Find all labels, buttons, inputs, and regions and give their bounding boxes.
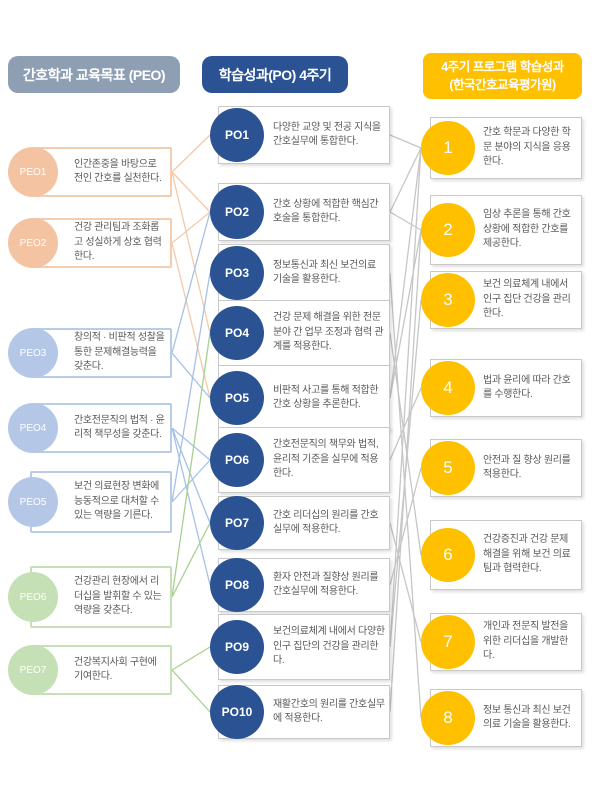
po2-node: 간호 상황에 적합한 핵심간호술을 통합한다. PO2 [210,183,390,241]
peo1-node: 인간존중을 바탕으로 전인 간호를 실천한다. PEO1 [8,147,172,197]
po1-circle: PO1 [210,108,264,162]
header-outcomes-line2: (한국간호교육평가원) [449,78,556,92]
po3-node: 정보통신과 최신 보건의료 기술을 활용한다. PO3 [210,244,390,302]
po2-text: 간호 상황에 적합한 핵심간호술을 통합한다. [273,198,379,225]
peo2-text: 건강 관리팀과 조화롭고 성실하게 상호 협력한다. [74,222,162,263]
outcome4-node: 법과 윤리에 따라 간호를 수행한다. 4 [421,359,582,417]
header-outcomes-line1: 4주기 프로그램 학습성과 [441,59,564,74]
po2-circle: PO2 [210,185,264,239]
po5-text: 비판적 사고를 통해 적합한 간호 상황을 추론한다. [273,384,379,411]
outcome3-circle: 3 [421,273,475,327]
outcome5-node: 안전과 질 향상 원리를 적용한다. 5 [421,439,582,497]
peo4-circle: PEO4 [8,403,58,453]
po9-circle: PO9 [210,620,264,674]
po10-node: 재활간호의 원리를 간호실무에 적용한다. PO10 [210,685,390,739]
outcome6-node: 건강증진과 건강 문제 해결을 위해 보건 의료팀과 협력한다. 6 [421,520,582,590]
peo5-box: 보건 의료현장 변화에 능동적으로 대처할 수 있는 역량을 기른다. [30,471,172,533]
outcome7-node: 개인과 전문직 발전을 위한 리더십을 개발한다. 7 [421,613,582,671]
po6-node: 간호전문직의 책무와 법적, 윤리적 기준을 실무에 적용한다. PO6 [210,427,390,493]
peo2-circle: PEO2 [8,218,58,268]
peo5-text: 보건 의료현장 변화에 능동적으로 대처할 수 있는 역량을 기른다. [74,481,160,522]
outcome7-circle: 7 [421,615,475,669]
outcome4-circle: 4 [421,361,475,415]
po5-node: 비판적 사고를 통해 적합한 간호 상황을 추론한다. PO5 [210,365,390,431]
po9-node: 보건의료체계 내에서 다양한 인구 집단의 건강을 관리한다. PO9 [210,614,390,680]
po6-circle: PO6 [210,433,264,487]
outcome2-node: 임상 추론을 통해 간호 상황에 적합한 간호를 제공한다. 2 [421,195,582,265]
po9-text: 보건의료체계 내에서 다양한 인구 집단의 건강을 관리한다. [273,626,385,667]
peo3-node: 창의적 · 비판적 성찰을 통한 문제해결능력을 갖춘다. PEO3 [8,328,172,378]
outcome5-text: 안전과 질 향상 원리를 적용한다. [483,454,571,481]
outcome2-text: 임상 추론을 통해 간호 상황에 적합한 간호를 제공한다. [483,209,571,250]
peo4-node: 간호전문직의 법적 · 윤리적 책무성을 갖춘다. PEO4 [8,403,172,453]
outcome4-text: 법과 윤리에 따라 간호를 수행한다. [483,374,571,401]
peo5-node: 보건 의료현장 변화에 능동적으로 대처할 수 있는 역량을 기른다. PEO5 [8,471,172,533]
peo2-node: 건강 관리팀과 조화롭고 성실하게 상호 협력한다. PEO2 [8,218,172,268]
po10-text: 재활간호의 원리를 간호실무에 적용한다. [273,698,385,725]
peo1-circle: PEO1 [8,147,58,197]
po10-circle: PO10 [210,685,264,739]
outcome6-text: 건강증진과 건강 문제 해결을 위해 보건 의료팀과 협력한다. [483,534,571,575]
header-po: 학습성과(PO) 4주기 [202,56,348,93]
po5-circle: PO5 [210,371,264,425]
outcome3-text: 보건 의료체계 내에서 인구 집단 건강을 관리한다. [483,279,571,320]
po4-circle: PO4 [210,306,264,360]
po1-node: 다양한 교양 및 전공 지식을 간호실무에 통합한다. PO1 [210,106,390,164]
outcome8-text: 정보 통신과 최신 보건의료 기술을 활용한다. [483,704,571,731]
outcome7-text: 개인과 전문직 발전을 위한 리더십을 개발한다. [483,621,569,662]
peo4-text: 간호전문직의 법적 · 윤리적 책무성을 갖춘다. [74,414,165,441]
po8-node: 환자 안전과 질향상 원리를 간호실무에 적용한다. PO8 [210,558,390,612]
peo7-text: 건강복지사회 구현에 기여한다. [74,656,157,683]
peo6-circle: PEO6 [8,572,58,622]
outcome2-circle: 2 [421,203,475,257]
po3-text: 정보통신과 최신 보건의료 기술을 활용한다. [273,259,376,286]
peo6-node: 건강관리 현장에서 리더십을 발휘할 수 있는 역량을 갖춘다. PEO6 [8,566,172,628]
outcome1-node: 간호 학문과 다양한 학문 분야의 지식을 응용한다. 1 [421,117,582,179]
outcome3-node: 보건 의료체계 내에서 인구 집단 건강을 관리한다. 3 [421,271,582,329]
outcome8-circle: 8 [421,691,475,745]
peo7-circle: PEO7 [8,645,58,695]
po1-text: 다양한 교양 및 전공 지식을 간호실무에 통합한다. [273,121,381,148]
peo3-text: 창의적 · 비판적 성찰을 통한 문제해결능력을 갖춘다. [74,332,165,373]
header-peo: 간호학과 교육목표 (PEO) [8,56,180,93]
peo1-text: 인간존중을 바탕으로 전인 간호를 실천한다. [74,158,162,185]
po7-text: 간호 리더십의 원리를 간호실무에 적용한다. [273,509,379,536]
peo3-circle: PEO3 [8,328,58,378]
po6-text: 간호전문직의 책무와 법적, 윤리적 기준을 실무에 적용한다. [273,439,379,480]
po8-circle: PO8 [210,558,264,612]
po4-node: 건강 문제 해결을 위한 전문분야 간 업무 조정과 협력 관계를 적용한다. … [210,300,390,366]
outcome6-circle: 6 [421,528,475,582]
peo7-node: 건강복지사회 구현에 기여한다. PEO7 [8,645,172,695]
header-outcomes: 4주기 프로그램 학습성과 (한국간호교육평가원) [423,53,582,99]
po3-circle: PO3 [210,246,264,300]
po4-text: 건강 문제 해결을 위한 전문분야 간 업무 조정과 협력 관계를 적용한다. [273,312,384,353]
outcome8-node: 정보 통신과 최신 보건의료 기술을 활용한다. 8 [421,689,582,747]
outcome5-circle: 5 [421,441,475,495]
po7-node: 간호 리더십의 원리를 간호실무에 적용한다. PO7 [210,496,390,550]
peo5-circle: PEO5 [8,477,58,527]
po8-text: 환자 안전과 질향상 원리를 간호실무에 적용한다. [273,571,379,598]
outcome1-circle: 1 [421,121,475,175]
po7-circle: PO7 [210,496,264,550]
peo6-text: 건강관리 현장에서 리더십을 발휘할 수 있는 역량을 갖춘다. [74,576,162,617]
outcome1-text: 간호 학문과 다양한 학문 분야의 지식을 응용한다. [483,127,571,168]
